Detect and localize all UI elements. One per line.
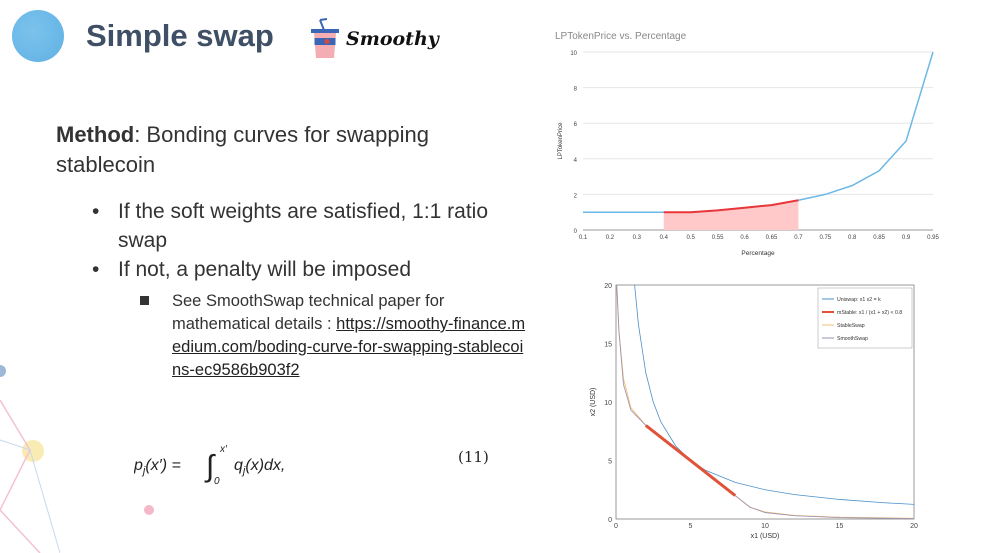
x-tick-label: 0.4 <box>660 235 669 241</box>
x-tick-label: 0.75 <box>819 235 831 241</box>
y-tick-label: 0 <box>574 229 578 235</box>
y-tick-label: 10 <box>570 51 577 57</box>
equation-number: (11) <box>458 448 489 466</box>
series-line <box>583 51 934 213</box>
method-description: : Bonding curves for swapping stablecoin <box>56 122 429 177</box>
y-tick-label: 0 <box>608 517 612 524</box>
formula: pj(x′) = ∫ 0 x′ qj(x)dx, <box>133 440 334 494</box>
series-line <box>644 424 737 497</box>
lp-token-price-chart: LPTokenPrice vs. Percentage 0 2 4 6 8 10 0.1 0.2… <box>555 31 939 257</box>
y-tick-label: 8 <box>574 87 578 93</box>
method-label: Method <box>56 122 135 147</box>
x-tick-label: 0.8 <box>848 235 857 241</box>
x-tick-label: 10 <box>761 523 769 530</box>
x-tick-label: 0.65 <box>766 235 778 241</box>
sub-bullet-text: See SmoothSwap technical paper for mathe… <box>172 292 445 333</box>
legend-label: StableSwap <box>837 323 865 329</box>
chart-title: LPTokenPrice vs. Percentage <box>555 31 687 42</box>
x-tick-label: 0 <box>614 523 618 530</box>
cup-icon <box>311 18 339 58</box>
legend-label: mStable: x1 / (x1 + x2) < 0.8 <box>837 310 902 316</box>
decor-dot <box>0 365 6 377</box>
y-tick-label: 2 <box>574 193 578 199</box>
legend-label: SmoothSwap <box>837 336 868 342</box>
svg-text:pj(x′) =: pj(x′) = <box>134 457 181 477</box>
y-tick-label: 6 <box>574 122 578 128</box>
y-axis-label: LPTokenPrice <box>558 122 564 160</box>
decor-lines <box>0 399 60 553</box>
brand-logo: Smoothy <box>310 18 439 60</box>
brand-name: Smoothy <box>346 28 439 50</box>
x-tick-label: 15 <box>836 523 844 530</box>
legend-label: Uniswap: x1 x2 = k <box>837 297 881 303</box>
y-tick-label: 4 <box>574 158 578 164</box>
x-tick-label: 0.55 <box>712 235 724 241</box>
highlight-area <box>663 200 799 230</box>
x-axis-label: Percentage <box>741 250 775 257</box>
x-tick-label: 0.95 <box>927 235 939 241</box>
x-tick-label: 0.6 <box>740 235 749 241</box>
x-tick-label: 0.3 <box>633 235 642 241</box>
x-tick-label: 0.1 <box>579 235 588 241</box>
bullet-item: If the soft weights are satisfied, 1:1 r… <box>92 197 512 255</box>
bullet-item: If not, a penalty will be imposed <box>92 255 512 284</box>
y-tick-label: 10 <box>604 400 612 407</box>
method-text: Method: Bonding curves for swapping stab… <box>56 120 526 180</box>
y-tick-label: 20 <box>604 283 612 290</box>
x-tick-label: 20 <box>910 523 918 530</box>
svg-text:x′: x′ <box>219 444 228 455</box>
x-tick-label: 0.5 <box>687 235 696 241</box>
y-axis-label: x2 (USD) <box>590 388 597 417</box>
x-tick-label: 0.85 <box>873 235 885 241</box>
sub-bullet: See SmoothSwap technical paper for mathe… <box>140 290 532 382</box>
y-tick-label: 15 <box>604 342 612 349</box>
highlight-line <box>663 199 799 214</box>
paper-link[interactable]: https://smoothy-finance.medium.com/bodin… <box>172 315 526 379</box>
x-tick-label: 5 <box>689 523 693 530</box>
x-tick-label: 0.7 <box>794 235 803 241</box>
logo-image <box>12 10 64 62</box>
svg-text:0: 0 <box>214 476 220 487</box>
x-tick-label: 0.2 <box>606 235 615 241</box>
y-tick-label: 5 <box>608 459 612 466</box>
bonding-curve-chart: 0 5 10 15 20 0 5 10 15 20 x1 (USD) x2 (USD) Uniswap:… <box>590 283 918 540</box>
square-bullet-icon <box>140 296 149 305</box>
page-title: Simple swap <box>86 18 274 53</box>
decor-dot <box>144 505 154 515</box>
x-tick-label: 0.9 <box>902 235 911 241</box>
x-axis-label: x1 (USD) <box>751 533 780 540</box>
bullet-list: If the soft weights are satisfied, 1:1 r… <box>92 197 512 284</box>
svg-text:qj(x)dx,: qj(x)dx, <box>234 457 285 477</box>
formula-graphic: pj(x′) = ∫ 0 x′ qj(x)dx, <box>133 444 285 487</box>
svg-text:∫: ∫ <box>204 450 216 483</box>
